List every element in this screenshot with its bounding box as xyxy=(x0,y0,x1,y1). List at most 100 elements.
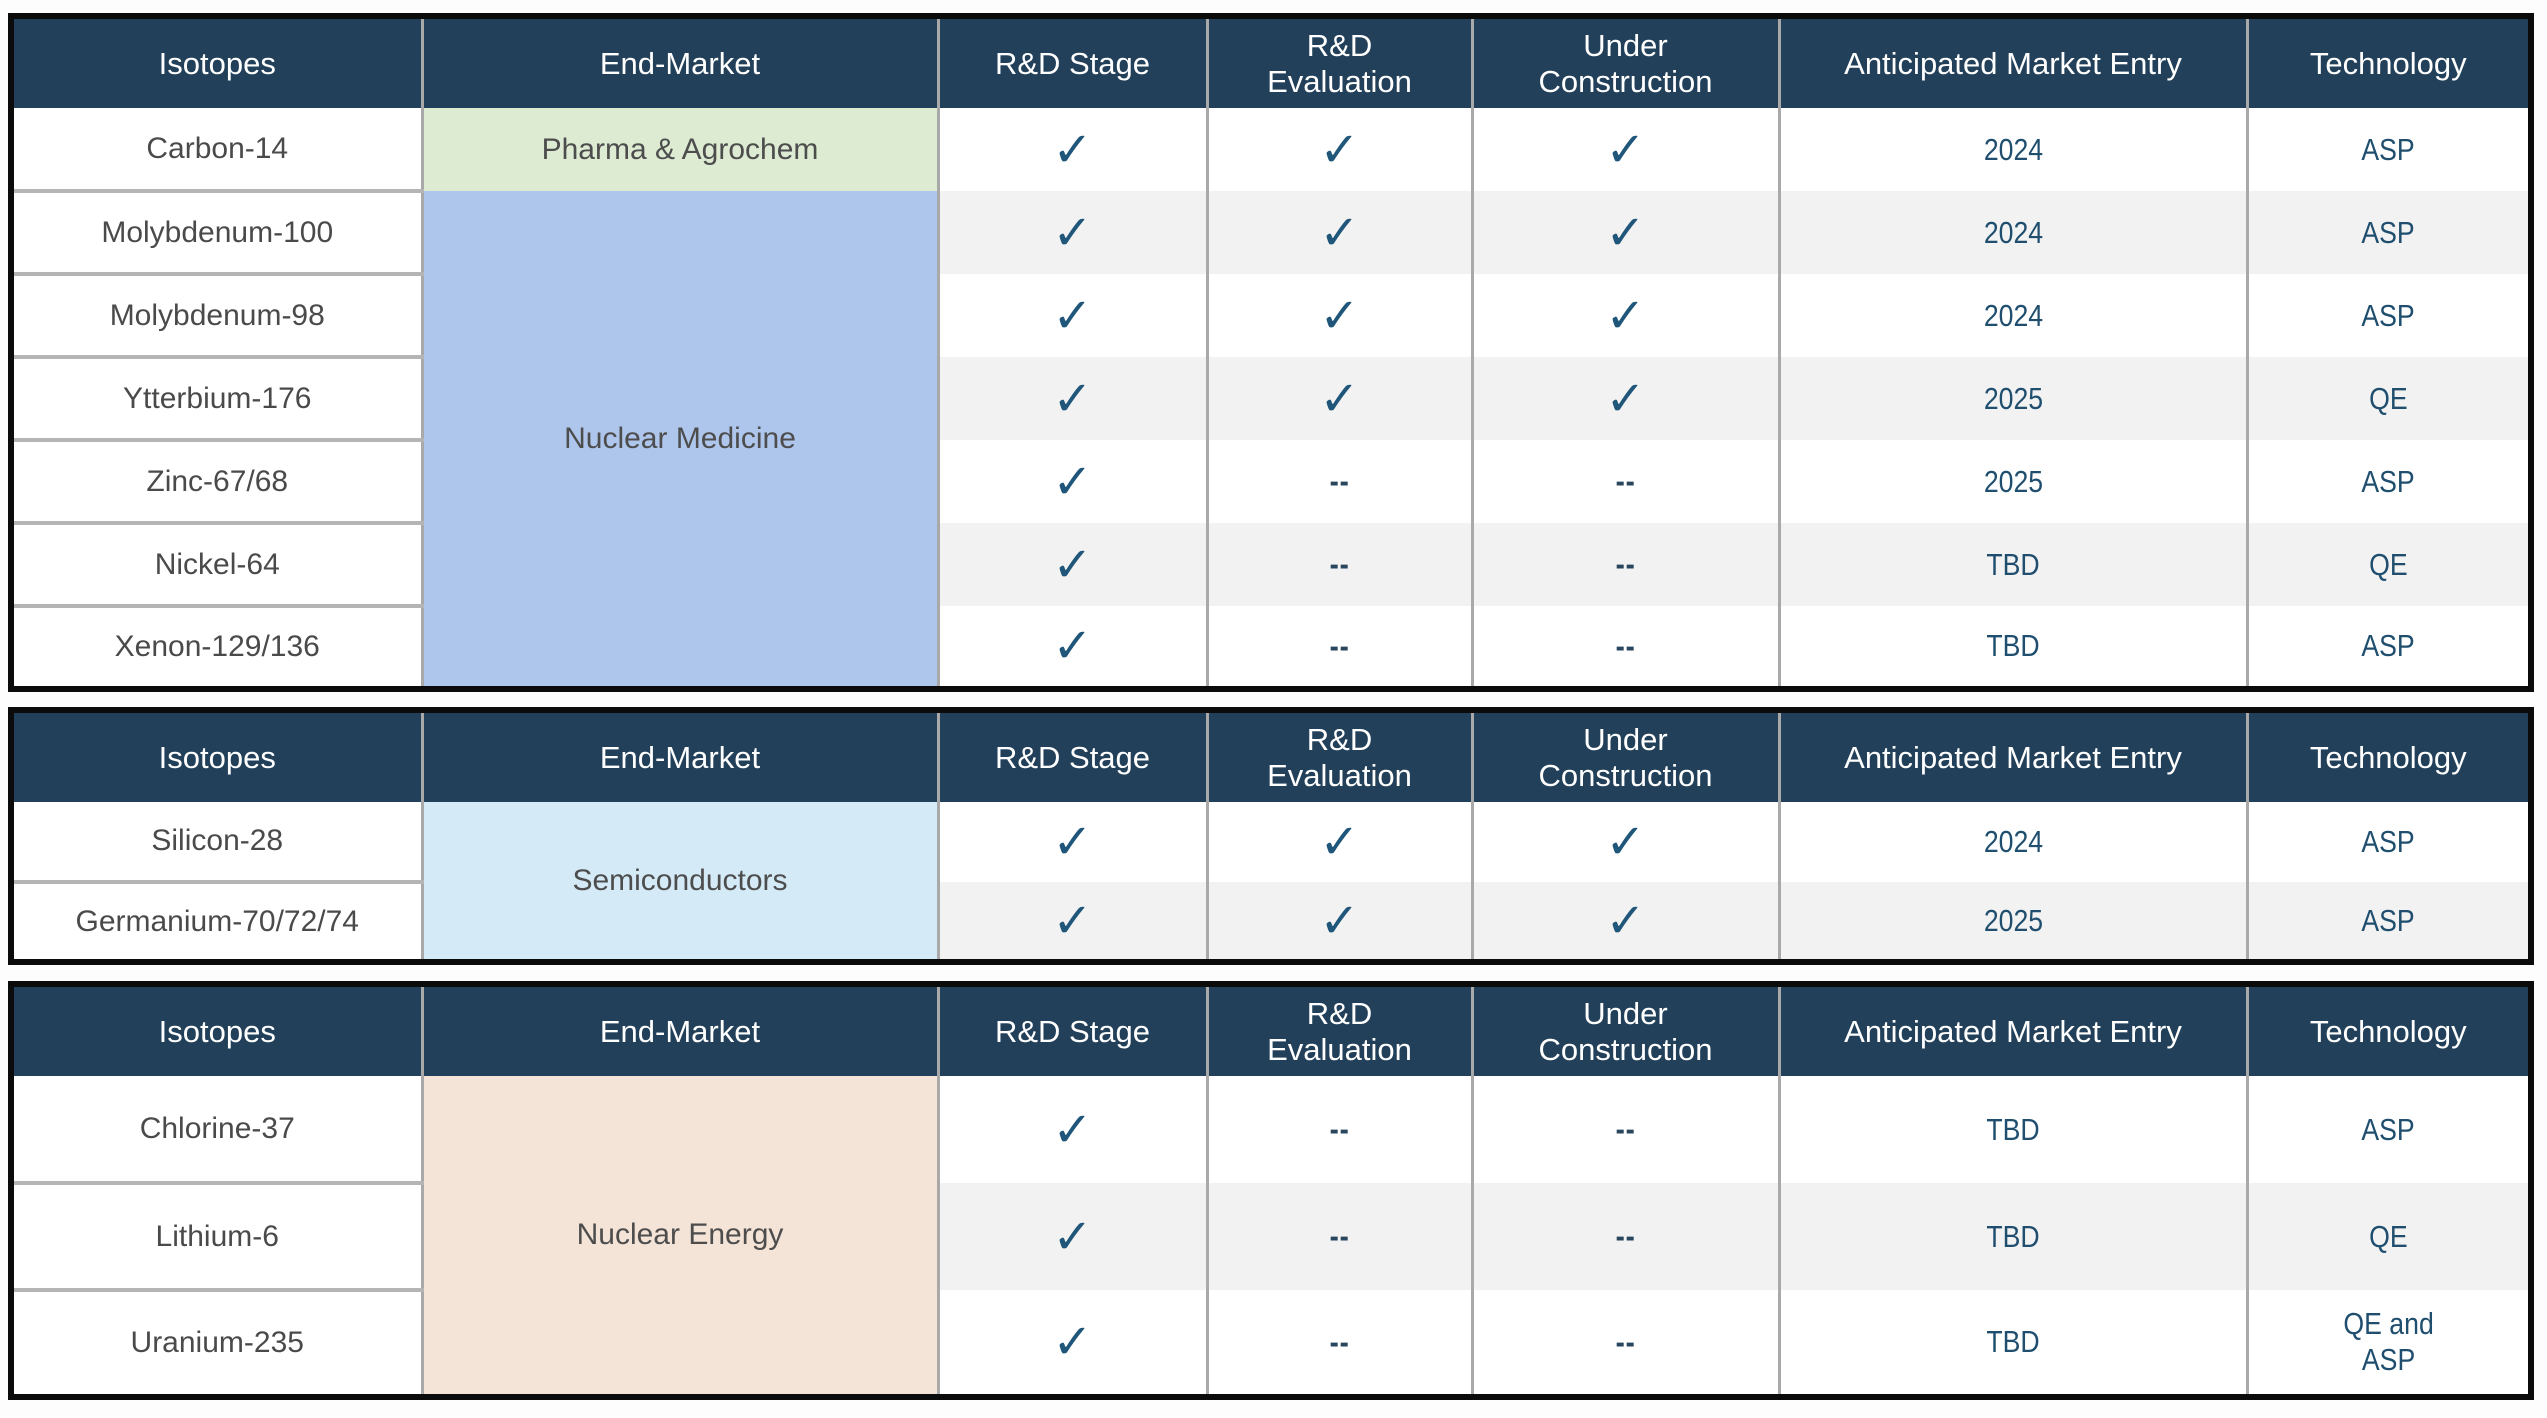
dash-placeholder: -- xyxy=(1329,463,1350,499)
dash-placeholder: -- xyxy=(1615,546,1636,582)
pharma-and-nuclear-medicine-table: Isotopes End-Market R&D Stage R&D Evaluatio… xyxy=(8,13,2534,692)
dash-placeholder: -- xyxy=(1329,1218,1350,1254)
market-entry-cell: TBD xyxy=(1777,1183,2247,1290)
market-entry-cell: 2024 xyxy=(1777,274,2247,357)
value-text: ASP xyxy=(2361,902,2415,938)
isotope-cell: Nickel-64 xyxy=(11,523,422,608)
under-construction-cell: -- xyxy=(1470,1076,1779,1183)
isotope-cell: Ytterbium-176 xyxy=(11,357,422,442)
value-text: TBD xyxy=(1986,1218,2040,1254)
under-construction-cell: ✓ xyxy=(1470,191,1779,274)
tables-root: Isotopes End-Market R&D Stage R&D Evaluatio… xyxy=(8,13,2539,1400)
table-row: Uranium-235 ✓ -- -- TBD QE and ASP xyxy=(11,1290,2531,1397)
check-icon: ✓ xyxy=(1605,121,1646,178)
check-icon: ✓ xyxy=(1605,892,1646,949)
check-icon: ✓ xyxy=(1052,370,1093,427)
table-row: Zinc-67/68 ✓ -- -- 2025 ASP xyxy=(11,440,2531,525)
isotope-cell: Zinc-67/68 xyxy=(11,440,422,525)
column-header-market-entry: Anticipated Market Entry xyxy=(1777,710,2247,802)
rd-evaluation-cell: -- xyxy=(1205,1290,1472,1397)
technology-cell: ASP xyxy=(2245,1076,2531,1183)
rd-evaluation-cell: ✓ xyxy=(1205,357,1472,440)
column-header-market-entry: Anticipated Market Entry xyxy=(1777,984,2247,1076)
table-row: Chlorine-37 Nuclear Energy ✓ -- -- TBD ASP xyxy=(11,1076,2531,1397)
value-text: ASP xyxy=(2361,1111,2415,1147)
rd-stage-cell: ✓ xyxy=(936,1076,1207,1183)
dash-placeholder: -- xyxy=(1329,1323,1350,1360)
rd-stage-cell: ✓ xyxy=(936,274,1207,357)
market-entry-cell: 2024 xyxy=(1777,802,2247,882)
value-text: 2024 xyxy=(1983,297,2043,333)
isotope-cell: Germanium-70/72/74 xyxy=(11,882,422,962)
end-market-cell: Pharma & Agrochem xyxy=(420,108,938,191)
market-entry-cell: 2025 xyxy=(1777,357,2247,440)
rd-evaluation-cell: ✓ xyxy=(1205,108,1472,191)
check-icon: ✓ xyxy=(1052,814,1093,870)
table-row: Nickel-64 ✓ -- -- TBD QE xyxy=(11,523,2531,608)
isotope-cell: Carbon-14 xyxy=(11,108,422,193)
rd-evaluation-cell: -- xyxy=(1205,606,1472,689)
check-icon: ✓ xyxy=(1052,892,1093,949)
technology-cell: ASP xyxy=(2245,274,2531,357)
under-construction-cell: -- xyxy=(1470,1183,1779,1290)
nuclear-energy-table: Isotopes End-Market R&D Stage R&D Evaluatio… xyxy=(8,981,2534,1400)
technology-cell: ASP xyxy=(2245,802,2531,882)
dash-placeholder: -- xyxy=(1615,627,1636,664)
technology-cell: QE xyxy=(2245,523,2531,606)
check-icon: ✓ xyxy=(1052,1101,1093,1158)
table-row: Molybdenum-98 ✓ ✓ ✓ 2024 ASP xyxy=(11,274,2531,359)
value-text: TBD xyxy=(1986,628,2040,663)
technology-cell: ASP xyxy=(2245,108,2531,191)
check-icon: ✓ xyxy=(1052,618,1093,674)
column-header-technology: Technology xyxy=(2245,710,2531,802)
market-entry-cell: TBD xyxy=(1777,606,2247,689)
check-icon: ✓ xyxy=(1319,121,1360,178)
column-header-end-market: End-Market xyxy=(420,710,938,802)
rd-evaluation-cell: -- xyxy=(1205,440,1472,523)
rd-stage-cell: ✓ xyxy=(936,440,1207,523)
column-header-end-market: End-Market xyxy=(420,16,938,108)
check-icon: ✓ xyxy=(1052,204,1093,261)
value-text: QE xyxy=(2368,380,2408,416)
column-header-rd-evaluation: R&D Evaluation xyxy=(1205,16,1472,108)
technology-cell: ASP xyxy=(2245,440,2531,523)
check-icon: ✓ xyxy=(1605,204,1646,261)
table-row: Silicon-28 Semiconductors ✓ ✓ ✓ 2024 ASP xyxy=(11,802,2531,962)
rd-stage-cell: ✓ xyxy=(936,606,1207,689)
rd-stage-cell: ✓ xyxy=(936,191,1207,274)
value-text: 2024 xyxy=(1983,131,2043,167)
check-icon: ✓ xyxy=(1052,287,1093,344)
technology-cell: ASP xyxy=(2245,606,2531,689)
market-entry-cell: TBD xyxy=(1777,523,2247,606)
dash-placeholder: -- xyxy=(1615,1111,1636,1147)
table-row: Carbon-14 Pharma & Agrochem ✓ ✓ ✓ 2024 ASP xyxy=(11,108,2531,193)
rd-evaluation-cell: ✓ xyxy=(1205,191,1472,274)
rd-stage-cell: ✓ xyxy=(936,108,1207,191)
end-market-cell: Semiconductors xyxy=(420,802,938,962)
under-construction-cell: ✓ xyxy=(1470,274,1779,357)
value-text: ASP xyxy=(2361,131,2415,167)
end-market-cell: Nuclear Medicine xyxy=(420,191,938,689)
column-header-under-construction: Under Construction xyxy=(1470,16,1779,108)
dash-placeholder: -- xyxy=(1329,546,1350,582)
market-entry-cell: TBD xyxy=(1777,1290,2247,1397)
value-text: TBD xyxy=(1986,1111,2040,1147)
value-text: TBD xyxy=(1986,546,2040,582)
dash-placeholder: -- xyxy=(1329,627,1350,664)
dash-placeholder: -- xyxy=(1615,463,1636,499)
under-construction-cell: -- xyxy=(1470,606,1779,689)
rd-stage-cell: ✓ xyxy=(936,802,1207,882)
value-text: 2024 xyxy=(1983,824,2043,859)
value-text: 2024 xyxy=(1983,214,2043,250)
column-header-under-construction: Under Construction xyxy=(1470,710,1779,802)
check-icon: ✓ xyxy=(1319,892,1360,949)
check-icon: ✓ xyxy=(1319,814,1360,870)
column-header-rd-stage: R&D Stage xyxy=(936,984,1207,1076)
value-text: 2025 xyxy=(1983,902,2043,938)
rd-evaluation-cell: -- xyxy=(1205,523,1472,606)
market-entry-cell: TBD xyxy=(1777,1076,2247,1183)
header-row: Isotopes End-Market R&D Stage R&D Evaluatio… xyxy=(11,16,2531,108)
column-header-under-construction: Under Construction xyxy=(1470,984,1779,1076)
table-row: Lithium-6 ✓ -- -- TBD QE xyxy=(11,1183,2531,1292)
